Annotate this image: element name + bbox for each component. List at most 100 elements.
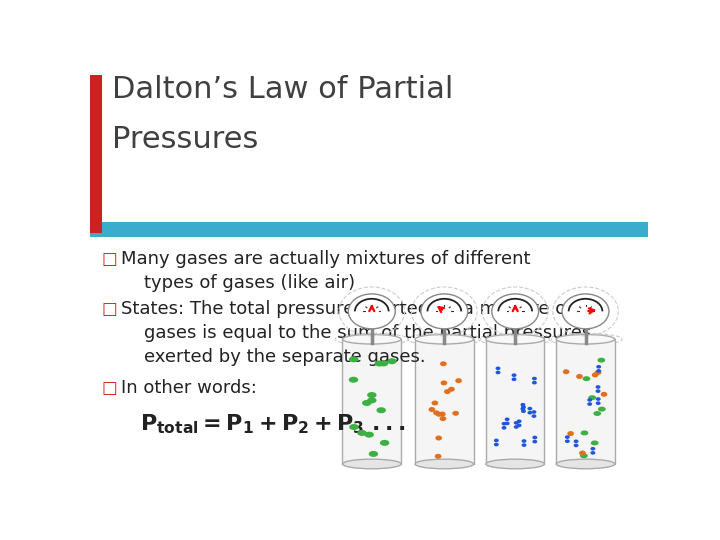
Ellipse shape [590,451,595,455]
Ellipse shape [532,381,537,384]
Ellipse shape [517,420,521,423]
Ellipse shape [580,430,588,435]
Ellipse shape [595,389,600,393]
Circle shape [436,436,442,441]
Ellipse shape [517,423,521,427]
Ellipse shape [531,414,536,418]
Ellipse shape [595,397,600,401]
Bar [486,339,544,464]
Ellipse shape [521,443,526,447]
Text: In other words:: In other words: [121,379,256,397]
Ellipse shape [521,403,526,407]
Ellipse shape [512,373,516,377]
Ellipse shape [514,425,518,429]
Ellipse shape [598,407,606,411]
Ellipse shape [574,443,579,447]
FancyBboxPatch shape [90,75,102,233]
Ellipse shape [595,401,600,405]
Circle shape [600,392,608,397]
Text: □: □ [101,250,117,268]
Text: States: The total pressure exerted by a mixture of
    gases is equal to the sum: States: The total pressure exerted by a … [121,300,591,366]
Ellipse shape [591,441,598,446]
Circle shape [452,411,459,416]
Bar [557,339,615,464]
Bar [343,339,401,464]
Ellipse shape [495,367,500,370]
Ellipse shape [362,400,372,406]
FancyBboxPatch shape [90,221,648,238]
Circle shape [444,389,451,394]
Ellipse shape [494,443,499,447]
Ellipse shape [377,407,386,413]
Circle shape [439,411,446,416]
Text: Pressures: Pressures [112,125,258,154]
Ellipse shape [502,426,506,430]
Ellipse shape [588,398,592,402]
Ellipse shape [521,409,526,413]
Ellipse shape [343,459,401,469]
Ellipse shape [349,424,359,430]
Ellipse shape [374,361,384,367]
Circle shape [562,294,609,329]
Ellipse shape [532,377,537,380]
Circle shape [567,431,574,436]
Ellipse shape [574,440,579,443]
Ellipse shape [415,334,474,344]
Ellipse shape [343,334,401,344]
Ellipse shape [531,410,536,414]
Text: $\mathbf{P_{total}}$$\mathbf{ = P_1 + P_2 + P_3}$ $\mathbf{...}$: $\mathbf{P_{total}}$$\mathbf{ = P_1 + P_… [140,412,405,436]
Ellipse shape [557,334,615,344]
Ellipse shape [588,395,596,400]
Circle shape [431,401,438,406]
Ellipse shape [348,377,359,383]
Ellipse shape [415,459,474,469]
Ellipse shape [521,407,526,411]
Ellipse shape [521,439,526,443]
Circle shape [576,374,582,379]
Ellipse shape [387,358,397,365]
Circle shape [592,373,598,377]
Text: Many gases are actually mixtures of different
    types of gases (like air): Many gases are actually mixtures of diff… [121,250,530,292]
Text: □: □ [101,379,117,397]
Ellipse shape [595,385,600,389]
Circle shape [595,370,601,375]
Circle shape [448,387,455,392]
Ellipse shape [494,438,499,442]
Ellipse shape [557,459,615,469]
Ellipse shape [590,447,595,450]
Ellipse shape [495,370,500,374]
Ellipse shape [512,377,516,381]
Bar [415,339,474,464]
Ellipse shape [582,376,590,381]
Ellipse shape [367,397,377,403]
Ellipse shape [593,411,601,416]
Ellipse shape [349,356,359,362]
Ellipse shape [528,411,532,415]
Ellipse shape [596,365,601,369]
Ellipse shape [357,430,366,436]
Ellipse shape [486,459,544,469]
Circle shape [433,410,440,415]
Ellipse shape [367,392,377,398]
Ellipse shape [565,435,570,439]
Circle shape [421,294,468,329]
Ellipse shape [598,357,606,363]
Ellipse shape [486,334,544,344]
Circle shape [428,407,435,412]
Ellipse shape [369,451,378,457]
Ellipse shape [565,440,570,443]
Ellipse shape [379,360,388,367]
Text: Dalton’s Law of Partial: Dalton’s Law of Partial [112,75,454,104]
Ellipse shape [505,417,510,421]
Ellipse shape [588,402,592,406]
Ellipse shape [532,436,537,440]
Ellipse shape [580,453,588,458]
Ellipse shape [532,440,537,443]
Circle shape [348,294,395,329]
Ellipse shape [521,405,526,409]
Ellipse shape [514,421,518,424]
Circle shape [436,411,442,417]
Ellipse shape [364,431,374,437]
Text: □: □ [101,300,117,318]
Circle shape [440,416,446,421]
